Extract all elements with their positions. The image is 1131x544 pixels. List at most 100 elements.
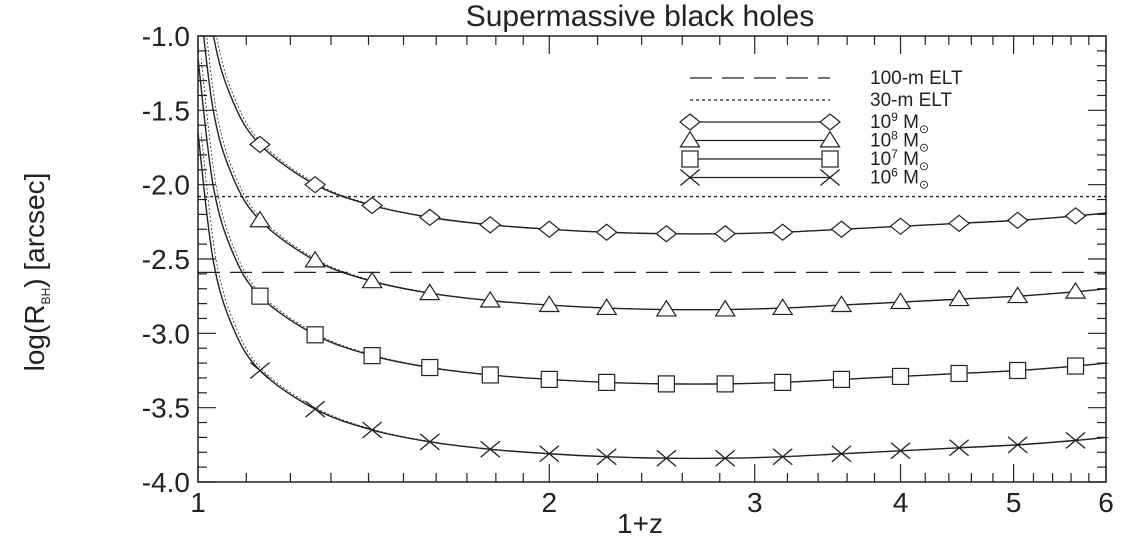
series-points-triangle (249, 210, 1087, 317)
data-point-triangle (655, 299, 678, 317)
data-point-square (421, 358, 439, 377)
data-point-triangle (361, 271, 383, 289)
x-axis-label: 1+z (617, 508, 663, 539)
x-marker-stroke (831, 445, 852, 463)
x-tick-label: 6 (1098, 487, 1114, 518)
data-point-triangle (419, 283, 441, 301)
data-point-square (598, 373, 616, 391)
data-point-square (540, 370, 558, 389)
legend-label-triangle: 108 M⊙ (870, 129, 929, 155)
x-marker-stroke (772, 448, 793, 466)
data-point-diamond (304, 175, 327, 194)
y-axis-label: log(RBH) [arcsec] (19, 173, 53, 372)
legend-label-30m-elt: 30-m ELT (870, 90, 952, 111)
data-point-square (657, 375, 675, 393)
x-marker-stroke (305, 400, 326, 418)
data-point-x (480, 440, 501, 458)
data-point-x (772, 448, 793, 466)
data-point-x (362, 421, 383, 439)
series-points-x (249, 362, 1086, 467)
data-point-diamond (361, 196, 384, 215)
series-points-square (251, 287, 1085, 393)
data-point-x (831, 445, 852, 463)
x-marker-stroke (539, 445, 560, 463)
legend-label-subscript: ⊙ (919, 122, 929, 136)
series-line-companion-triangle (206, 36, 1109, 311)
data-point-diamond (889, 217, 912, 236)
y-tick-label: -4.0 (142, 467, 190, 498)
chart-title: Supermassive black holes (466, 0, 815, 33)
legend-label-unit: M (898, 168, 919, 189)
series-line-x (198, 132, 1106, 460)
data-point-diamond (830, 220, 853, 239)
legend-label-unit: M (898, 131, 919, 152)
data-point-x (715, 449, 736, 467)
legend-label-x: 106 M⊙ (870, 166, 929, 192)
data-point-triangle (948, 289, 970, 307)
x-tick-label: 4 (893, 487, 909, 518)
series-line-companion-diamond (216, 36, 1109, 235)
x-marker-stroke (1065, 431, 1086, 449)
x-marker-stroke (596, 448, 617, 466)
data-point-square (1009, 361, 1027, 380)
x-tick-label: 2 (541, 487, 557, 518)
data-point-diamond (418, 208, 441, 227)
data-point-diamond (479, 216, 502, 234)
legend-label-100m-elt: 100-m ELT (870, 68, 963, 89)
data-point-triangle (771, 298, 794, 316)
data-point-x (596, 448, 617, 466)
x-marker-stroke (362, 421, 383, 439)
data-point-square (832, 370, 851, 389)
legend-marker-diamond (819, 113, 841, 131)
y-tick-label: -1.0 (142, 21, 190, 52)
data-point-square (774, 373, 792, 391)
plot-area: -4.0 -3.5 -3.0 -2.5 -2.0 -1.5 -1.0 1 2 3 4 5 6 (142, 21, 1114, 518)
legend-marker-triangle (819, 130, 841, 148)
x-tick-label: 3 (747, 487, 763, 518)
data-point-x (949, 439, 970, 457)
data-point-square (891, 367, 910, 386)
data-point-diamond (1064, 207, 1087, 225)
x-marker-stroke (656, 449, 677, 467)
data-point-diamond (1006, 211, 1029, 230)
y-tick-label: -3.0 (142, 318, 190, 349)
legend-label-unit: M (898, 149, 919, 170)
y-axis-label-sub: BH (39, 288, 53, 305)
legend-label-subscript: ⊙ (919, 141, 929, 155)
legend-marker-square (821, 150, 839, 168)
data-point-x (1065, 431, 1086, 449)
series-points-diamond (248, 135, 1087, 243)
x-tick-label: 5 (1006, 487, 1022, 518)
data-point-x (539, 445, 560, 463)
legend-label-unit: M (898, 112, 919, 133)
legend-marker-x (679, 169, 701, 186)
data-point-triangle (830, 295, 853, 313)
x-marker-stroke (819, 169, 841, 186)
legend-label-subscript: ⊙ (919, 178, 929, 192)
legend-marker-diamond (679, 113, 701, 131)
legend-label-base: 10 (870, 131, 891, 152)
legend-label-exponent: 8 (891, 129, 898, 143)
y-axis-label-rest: ) [arcsec] (19, 173, 50, 288)
data-point-triangle (889, 292, 912, 310)
series-line-companion-square (201, 58, 1109, 385)
legend-label-base: 10 (870, 168, 891, 189)
data-point-triangle (1064, 281, 1087, 299)
x-marker-stroke (419, 433, 440, 451)
data-point-x (656, 449, 677, 467)
legend-label-square: 107 M⊙ (870, 147, 929, 173)
y-tick-label: -1.5 (142, 95, 190, 126)
data-point-square (716, 375, 734, 393)
series-line-companion-x (201, 132, 1109, 459)
y-tick-label: -2.5 (142, 244, 190, 275)
legend-label-base: 10 (870, 149, 891, 170)
data-point-x (890, 442, 911, 460)
data-point-square (1066, 357, 1085, 375)
data-point-triangle (538, 295, 560, 313)
x-marker-stroke (715, 449, 736, 467)
data-point-triangle (304, 250, 326, 268)
plot-frame (197, 35, 1107, 483)
legend-label-diamond: 109 M⊙ (870, 110, 929, 136)
